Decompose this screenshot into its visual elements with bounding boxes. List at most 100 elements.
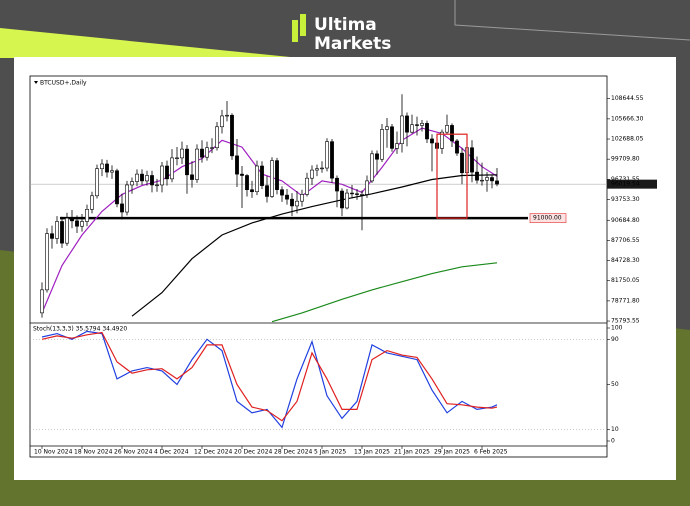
candle-body: [350, 192, 354, 195]
candle-body: [140, 173, 144, 182]
candle-body: [250, 189, 254, 193]
x-tick-label: 13 Jan 2025: [354, 449, 390, 456]
candle-body: [125, 184, 129, 213]
candle-body: [295, 200, 299, 207]
stoch-title: Stoch(13,3,3) 35.5794 34.4920: [33, 326, 127, 333]
candle-body: [410, 124, 414, 133]
stoch-line: [41, 330, 498, 429]
candle-body: [150, 175, 154, 186]
candle-body: [395, 143, 399, 149]
candle-body: [405, 115, 409, 133]
candle-body: [170, 157, 174, 180]
candle-body: [310, 169, 314, 179]
brand-line2: Markets: [314, 34, 391, 54]
candle-body: [240, 173, 244, 176]
stoch-line: [41, 331, 498, 422]
candle-body: [120, 203, 124, 213]
candle-body: [145, 175, 149, 182]
y-tick-label: 81750.05: [611, 277, 640, 284]
y-tick-label: 90684.80: [611, 217, 640, 224]
y-tick-label: 84728.30: [611, 257, 640, 264]
candle-body: [450, 125, 454, 142]
candle-body: [85, 209, 89, 222]
x-tick-label: 28 Dec 2024: [274, 449, 313, 456]
x-tick-label: 4 Dec 2024: [154, 449, 189, 456]
candle-body: [380, 129, 384, 160]
x-tick-label: 12 Dec 2024: [194, 449, 233, 456]
candle-body: [130, 181, 134, 186]
logo-bar: [300, 14, 306, 36]
last-price-box: [607, 179, 657, 189]
x-tick-label: 5 Jan 2025: [314, 449, 346, 456]
y-tick-label: 105666.30: [611, 115, 644, 122]
x-tick-label: 6 Feb 2025: [474, 449, 508, 456]
candle-body: [490, 177, 494, 182]
brand-line1: Ultima: [314, 15, 377, 35]
y-tick-label: 90: [611, 336, 619, 343]
candle-body: [340, 190, 344, 209]
y-tick-label: 0: [611, 438, 615, 445]
candle-body: [115, 170, 119, 205]
x-tick-label: 18 Nov 2024: [74, 449, 113, 456]
candle-body: [360, 194, 364, 196]
candle-body: [305, 177, 309, 195]
candle-body: [210, 147, 214, 149]
candle-body: [245, 175, 249, 190]
candle-body: [225, 114, 229, 117]
candle-body: [215, 126, 219, 149]
candle-body: [220, 115, 224, 128]
decor-line: [454, 0, 690, 41]
candle-body: [265, 185, 269, 197]
candle-body: [330, 141, 334, 179]
candle-body: [255, 165, 259, 193]
y-tick-label: 102688.05: [611, 136, 644, 143]
candle-body: [180, 148, 184, 159]
candle-body: [385, 126, 389, 130]
menu-arrow: [34, 81, 38, 84]
chart-title: BTCUSD+,Daily: [40, 80, 87, 87]
candle-body: [175, 157, 179, 159]
candle-body: [230, 114, 234, 157]
moving-average: [271, 262, 498, 323]
moving-average: [131, 174, 498, 317]
candle-body: [430, 138, 434, 144]
plot: 108644.55 105666.30 102688.05 99709.80 96731…: [30, 94, 657, 456]
y-tick-label: 78771.80: [611, 297, 640, 304]
candle-body: [475, 171, 479, 181]
candle-body: [105, 163, 109, 173]
candle-body: [460, 152, 464, 174]
candle-body: [185, 148, 189, 176]
x-tick-label: 10 Nov 2024: [34, 449, 73, 456]
candle-body: [365, 180, 369, 195]
x-tick-label: 21 Jan 2025: [394, 449, 430, 456]
level-label-box: [529, 213, 567, 223]
y-tick-label: 87706.55: [611, 237, 640, 244]
candle-body: [260, 165, 264, 186]
candle-body: [300, 194, 304, 202]
candle-body: [355, 193, 359, 195]
candle-body: [55, 221, 59, 239]
candle-body: [60, 221, 64, 244]
candle-body: [325, 141, 329, 169]
annotation-box: [436, 133, 468, 219]
candle-body: [445, 125, 449, 133]
candle-body: [370, 153, 374, 182]
candle-body: [285, 194, 289, 200]
candle-body: [95, 168, 99, 197]
candle-body: [290, 198, 294, 207]
candle-body: [110, 170, 114, 173]
candle-body: [270, 160, 274, 197]
candle-body: [315, 168, 319, 171]
candle-body: [470, 147, 474, 173]
candle-body: [345, 192, 349, 209]
y-tick-label: 10: [611, 426, 619, 433]
y-tick-label: 75793.55: [611, 318, 640, 325]
candle-body: [135, 173, 139, 182]
y-tick-label: 108644.55: [611, 95, 644, 102]
candle-body: [275, 160, 279, 190]
candle-body: [420, 123, 424, 126]
candle-body: [190, 174, 194, 180]
candle-body: [280, 189, 284, 196]
candle-body: [165, 165, 169, 180]
